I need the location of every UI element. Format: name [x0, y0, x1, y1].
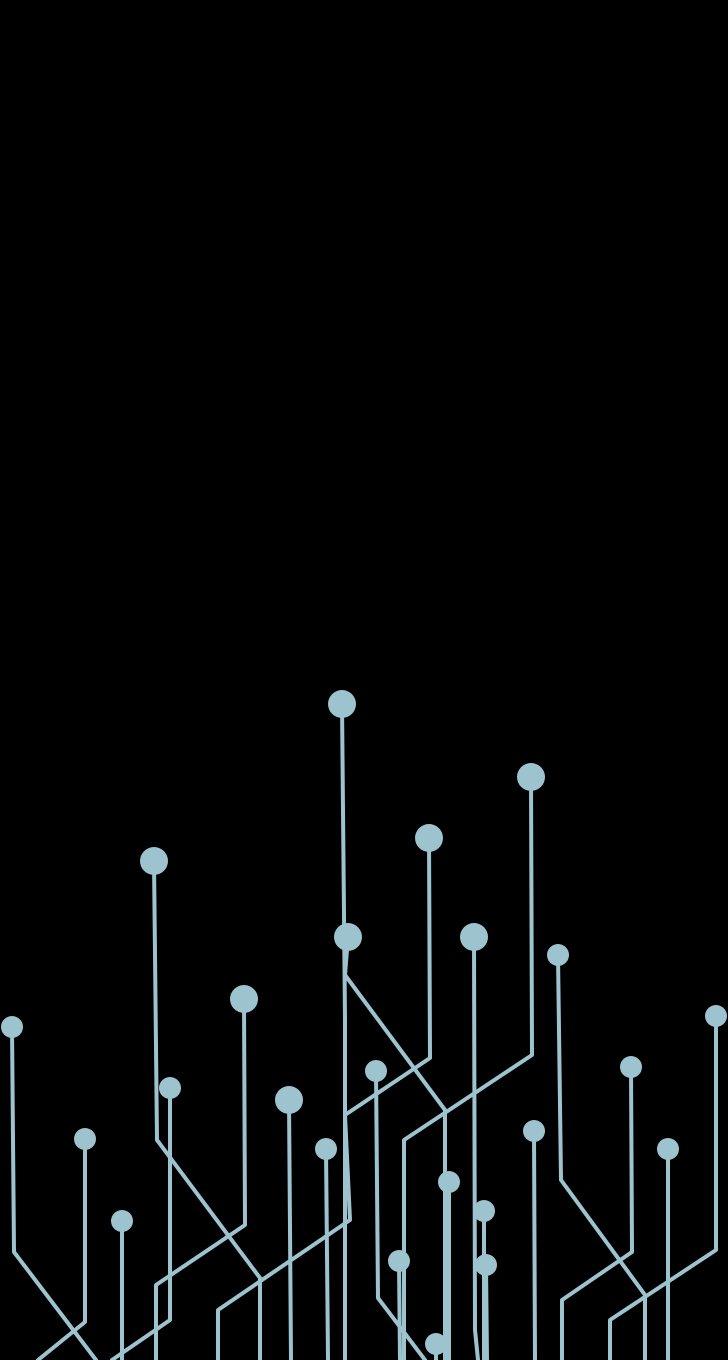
trace-line: [402, 775, 534, 1360]
trace-node: [547, 944, 569, 966]
trace-line: [472, 935, 480, 1360]
trace-line: [484, 1263, 489, 1360]
trace-node: [230, 985, 258, 1013]
trace-line: [287, 1098, 293, 1360]
trace-line: [324, 1147, 330, 1360]
trace-node: [425, 1333, 447, 1355]
trace-node: [415, 824, 443, 852]
trace-node: [620, 1056, 642, 1078]
trace-line: [340, 702, 347, 1360]
trace-node: [473, 1200, 495, 1222]
trace-line: [608, 1014, 718, 1360]
trace-node: [111, 1210, 133, 1232]
trace-line: [36, 1137, 87, 1360]
trace-node: [365, 1060, 387, 1082]
trace-node: [705, 1005, 727, 1027]
trace-line: [556, 953, 647, 1360]
trace-node: [74, 1128, 96, 1150]
trace-node: [523, 1120, 545, 1142]
trace-node: [1, 1016, 23, 1038]
trace-node: [334, 923, 362, 951]
trace-line: [152, 859, 262, 1360]
trace-node: [657, 1138, 679, 1160]
trace-line: [397, 1259, 402, 1360]
trace-line: [154, 997, 247, 1360]
trace-node: [517, 763, 545, 791]
trace-node: [438, 1171, 460, 1193]
trace-line: [343, 935, 447, 1360]
trace-node: [275, 1086, 303, 1114]
trace-node: [460, 923, 488, 951]
trace-line: [560, 1065, 634, 1360]
trace-line: [374, 1069, 427, 1360]
trace-node: [159, 1077, 181, 1099]
trace-line: [10, 1025, 98, 1360]
trace-node: [315, 1138, 337, 1160]
circuit-traces: [10, 702, 718, 1360]
trace-node: [328, 690, 356, 718]
trace-line: [216, 836, 432, 1360]
trace-node: [388, 1250, 410, 1272]
trace-line: [532, 1129, 537, 1360]
trace-node: [140, 847, 168, 875]
circuit-nodes: [1, 690, 727, 1355]
trace-node: [475, 1254, 497, 1276]
trace-line: [110, 1086, 172, 1360]
